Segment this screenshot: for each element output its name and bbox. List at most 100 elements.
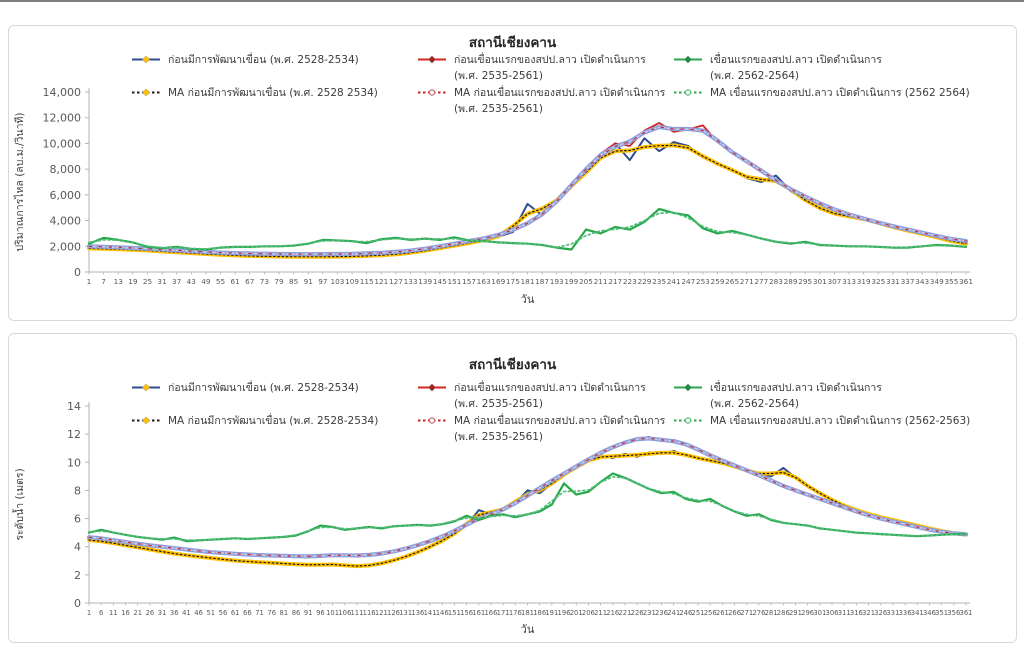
y-axis-ticks: 0 2,000 4,000 6,000 8,000 10,000 12,000 14,000 bbox=[43, 86, 89, 279]
svg-text:2,000: 2,000 bbox=[50, 240, 82, 253]
svg-text:217: 217 bbox=[608, 277, 622, 286]
series-pre-dam bbox=[88, 450, 967, 568]
svg-text:281: 281 bbox=[765, 609, 778, 617]
svg-text:16: 16 bbox=[121, 609, 130, 617]
svg-text:316: 316 bbox=[850, 609, 863, 617]
svg-text:171: 171 bbox=[497, 609, 510, 617]
svg-text:19: 19 bbox=[128, 277, 138, 286]
svg-text:8,000: 8,000 bbox=[50, 163, 82, 176]
svg-text:14: 14 bbox=[67, 400, 81, 413]
svg-text:96: 96 bbox=[316, 609, 325, 617]
chart-title-water-level: สถานีเชียงคาน bbox=[468, 357, 557, 373]
svg-text:12: 12 bbox=[67, 428, 81, 441]
svg-text:181: 181 bbox=[521, 277, 535, 286]
svg-text:133: 133 bbox=[404, 277, 418, 286]
svg-text:11: 11 bbox=[109, 609, 118, 617]
svg-text:343: 343 bbox=[915, 277, 929, 286]
svg-text:13: 13 bbox=[114, 277, 124, 286]
svg-text:241: 241 bbox=[667, 277, 681, 286]
axes bbox=[88, 88, 970, 273]
svg-text:276: 276 bbox=[752, 609, 765, 617]
svg-text:289: 289 bbox=[784, 277, 798, 286]
svg-text:6: 6 bbox=[74, 513, 81, 526]
svg-text:41: 41 bbox=[182, 609, 191, 617]
axes bbox=[88, 402, 970, 604]
svg-text:55: 55 bbox=[216, 277, 225, 286]
svg-text:211: 211 bbox=[594, 277, 608, 286]
svg-text:259: 259 bbox=[711, 277, 725, 286]
svg-text:71: 71 bbox=[255, 609, 264, 617]
chart-title-discharge: สถานีเชียงคาน bbox=[468, 35, 557, 51]
svg-text:265: 265 bbox=[725, 277, 739, 286]
svg-text:291: 291 bbox=[789, 609, 802, 617]
chart-panel-water-level: 0 2 4 6 8 10 12 14 1 6 11 16 21 26 31 36 41 46 51 56 61 66 71 7… bbox=[8, 333, 1017, 643]
svg-text:85: 85 bbox=[289, 277, 298, 286]
svg-text:0: 0 bbox=[74, 597, 81, 610]
series-ma-pre-lao-flecks bbox=[88, 437, 967, 557]
svg-text:301: 301 bbox=[813, 277, 827, 286]
x-axis-title: วัน bbox=[521, 293, 535, 306]
svg-text:169: 169 bbox=[491, 277, 505, 286]
svg-text:247: 247 bbox=[681, 277, 695, 286]
svg-text:36: 36 bbox=[170, 609, 179, 617]
series-ma-pre-lao-texture bbox=[88, 126, 967, 255]
svg-text:14,000: 14,000 bbox=[43, 86, 82, 99]
svg-text:336: 336 bbox=[899, 609, 912, 617]
svg-text:12,000: 12,000 bbox=[43, 112, 82, 125]
svg-text:283: 283 bbox=[769, 277, 783, 286]
svg-text:145: 145 bbox=[433, 277, 447, 286]
svg-text:121: 121 bbox=[374, 277, 388, 286]
svg-text:67: 67 bbox=[245, 277, 255, 286]
svg-text:321: 321 bbox=[862, 609, 875, 617]
svg-text:37: 37 bbox=[172, 277, 182, 286]
svg-text:307: 307 bbox=[827, 277, 841, 286]
series-lao bbox=[87, 472, 968, 543]
svg-text:127: 127 bbox=[389, 277, 403, 286]
svg-text:49: 49 bbox=[201, 277, 211, 286]
svg-text:341: 341 bbox=[911, 609, 924, 617]
series-pre-lao bbox=[88, 122, 967, 256]
svg-text:8: 8 bbox=[74, 484, 81, 497]
svg-text:223: 223 bbox=[623, 277, 637, 286]
svg-text:161: 161 bbox=[472, 609, 485, 617]
svg-text:115: 115 bbox=[360, 277, 374, 286]
svg-text:166: 166 bbox=[484, 609, 497, 617]
svg-text:61: 61 bbox=[231, 609, 240, 617]
svg-text:319: 319 bbox=[857, 277, 871, 286]
svg-text:221: 221 bbox=[618, 609, 631, 617]
svg-text:306: 306 bbox=[826, 609, 839, 617]
svg-text:109: 109 bbox=[345, 277, 359, 286]
series-ma-pre-lao-flecks bbox=[88, 126, 967, 255]
svg-text:76: 76 bbox=[267, 609, 276, 617]
svg-text:311: 311 bbox=[838, 609, 851, 617]
svg-text:101: 101 bbox=[326, 609, 339, 617]
svg-text:313: 313 bbox=[842, 277, 856, 286]
svg-text:157: 157 bbox=[462, 277, 476, 286]
svg-text:10: 10 bbox=[67, 456, 81, 469]
svg-text:4,000: 4,000 bbox=[50, 215, 82, 228]
svg-text:277: 277 bbox=[754, 277, 768, 286]
svg-text:146: 146 bbox=[436, 609, 449, 617]
svg-text:6: 6 bbox=[99, 609, 103, 617]
svg-text:31: 31 bbox=[157, 277, 166, 286]
svg-text:31: 31 bbox=[158, 609, 167, 617]
svg-text:103: 103 bbox=[331, 277, 345, 286]
svg-text:235: 235 bbox=[652, 277, 666, 286]
svg-text:141: 141 bbox=[424, 609, 437, 617]
svg-text:251: 251 bbox=[692, 609, 705, 617]
svg-text:126: 126 bbox=[387, 609, 400, 617]
svg-text:201: 201 bbox=[570, 609, 583, 617]
svg-text:97: 97 bbox=[318, 277, 328, 286]
svg-text:266: 266 bbox=[728, 609, 741, 617]
svg-text:241: 241 bbox=[667, 609, 680, 617]
svg-text:10,000: 10,000 bbox=[43, 137, 82, 150]
svg-text:191: 191 bbox=[545, 609, 558, 617]
svg-text:61: 61 bbox=[231, 277, 240, 286]
svg-text:271: 271 bbox=[740, 609, 753, 617]
svg-text:163: 163 bbox=[477, 277, 491, 286]
svg-text:325: 325 bbox=[871, 277, 885, 286]
svg-text:361: 361 bbox=[960, 609, 973, 617]
top-divider bbox=[0, 0, 1024, 2]
svg-text:46: 46 bbox=[194, 609, 203, 617]
svg-text:296: 296 bbox=[801, 609, 814, 617]
